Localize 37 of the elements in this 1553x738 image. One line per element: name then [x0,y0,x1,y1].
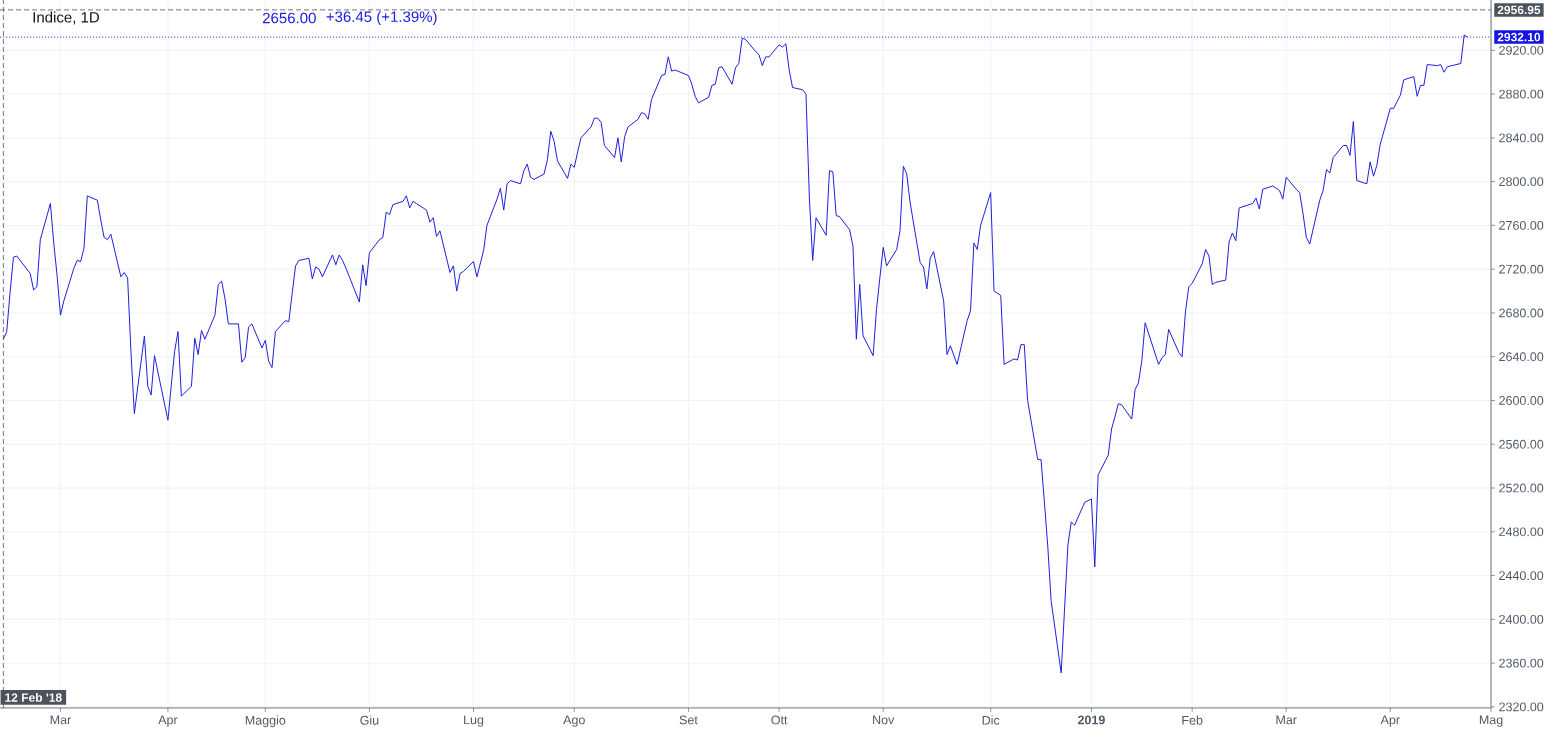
x-tick-label: Nov [873,715,895,725]
x-tick-label: Mag [1479,715,1503,727]
y-tick-label: 2800.00 [1499,177,1544,187]
x-tick-label: Maggio [245,715,286,728]
x-tick-label: Giu [360,715,379,725]
ref-line-label: 12 Feb '18 [5,692,62,702]
x-tick-label: Lug [464,715,484,727]
y-tick-label: 2640.00 [1499,352,1544,362]
y-tick-label: 2920.00 [1499,45,1544,55]
x-tick-label: Feb [1182,715,1203,725]
y-tick-label: 2320.00 [1499,702,1544,712]
y-tick-label: 2840.00 [1499,133,1544,143]
text: Indice, 1D [33,11,100,25]
x-tick-label: Mar [1276,715,1297,725]
x-tick-label: Apr [1380,715,1400,727]
annotation: +36.45 (+1.39%) [326,11,437,25]
y-tick-label: 2400.00 [1499,614,1544,624]
x-tick-label: Ott [771,715,788,725]
y-tick-label: 2360.00 [1499,658,1544,668]
x-tick-label: Apr [158,715,178,727]
y-tick-label: 2720.00 [1499,264,1544,274]
y-tick-label: 2440.00 [1499,571,1544,581]
x-tick-label: Mar [50,715,72,725]
y-tick-label: 2520.00 [1499,483,1544,493]
y-tick-label: 2760.00 [1499,220,1544,230]
x-tick-label: Dic [982,715,1000,725]
y-tick-label: 2560.00 [1499,439,1544,449]
ref-line-label: 2956.95 [1497,5,1541,15]
x-tick-label: 2019 [1077,715,1105,725]
ref-line-label: 2932.10 [1497,32,1541,42]
x-tick-label: Set [679,715,698,725]
y-tick-label: 2480.00 [1499,527,1544,537]
y-tick-label: 2600.00 [1499,396,1544,405]
y-tick-label: 2880.00 [1499,89,1544,99]
x-tick-label: Ago [563,715,585,727]
y-tick-label: 2680.00 [1499,308,1544,318]
annotation: 2656.00 [262,12,316,24]
